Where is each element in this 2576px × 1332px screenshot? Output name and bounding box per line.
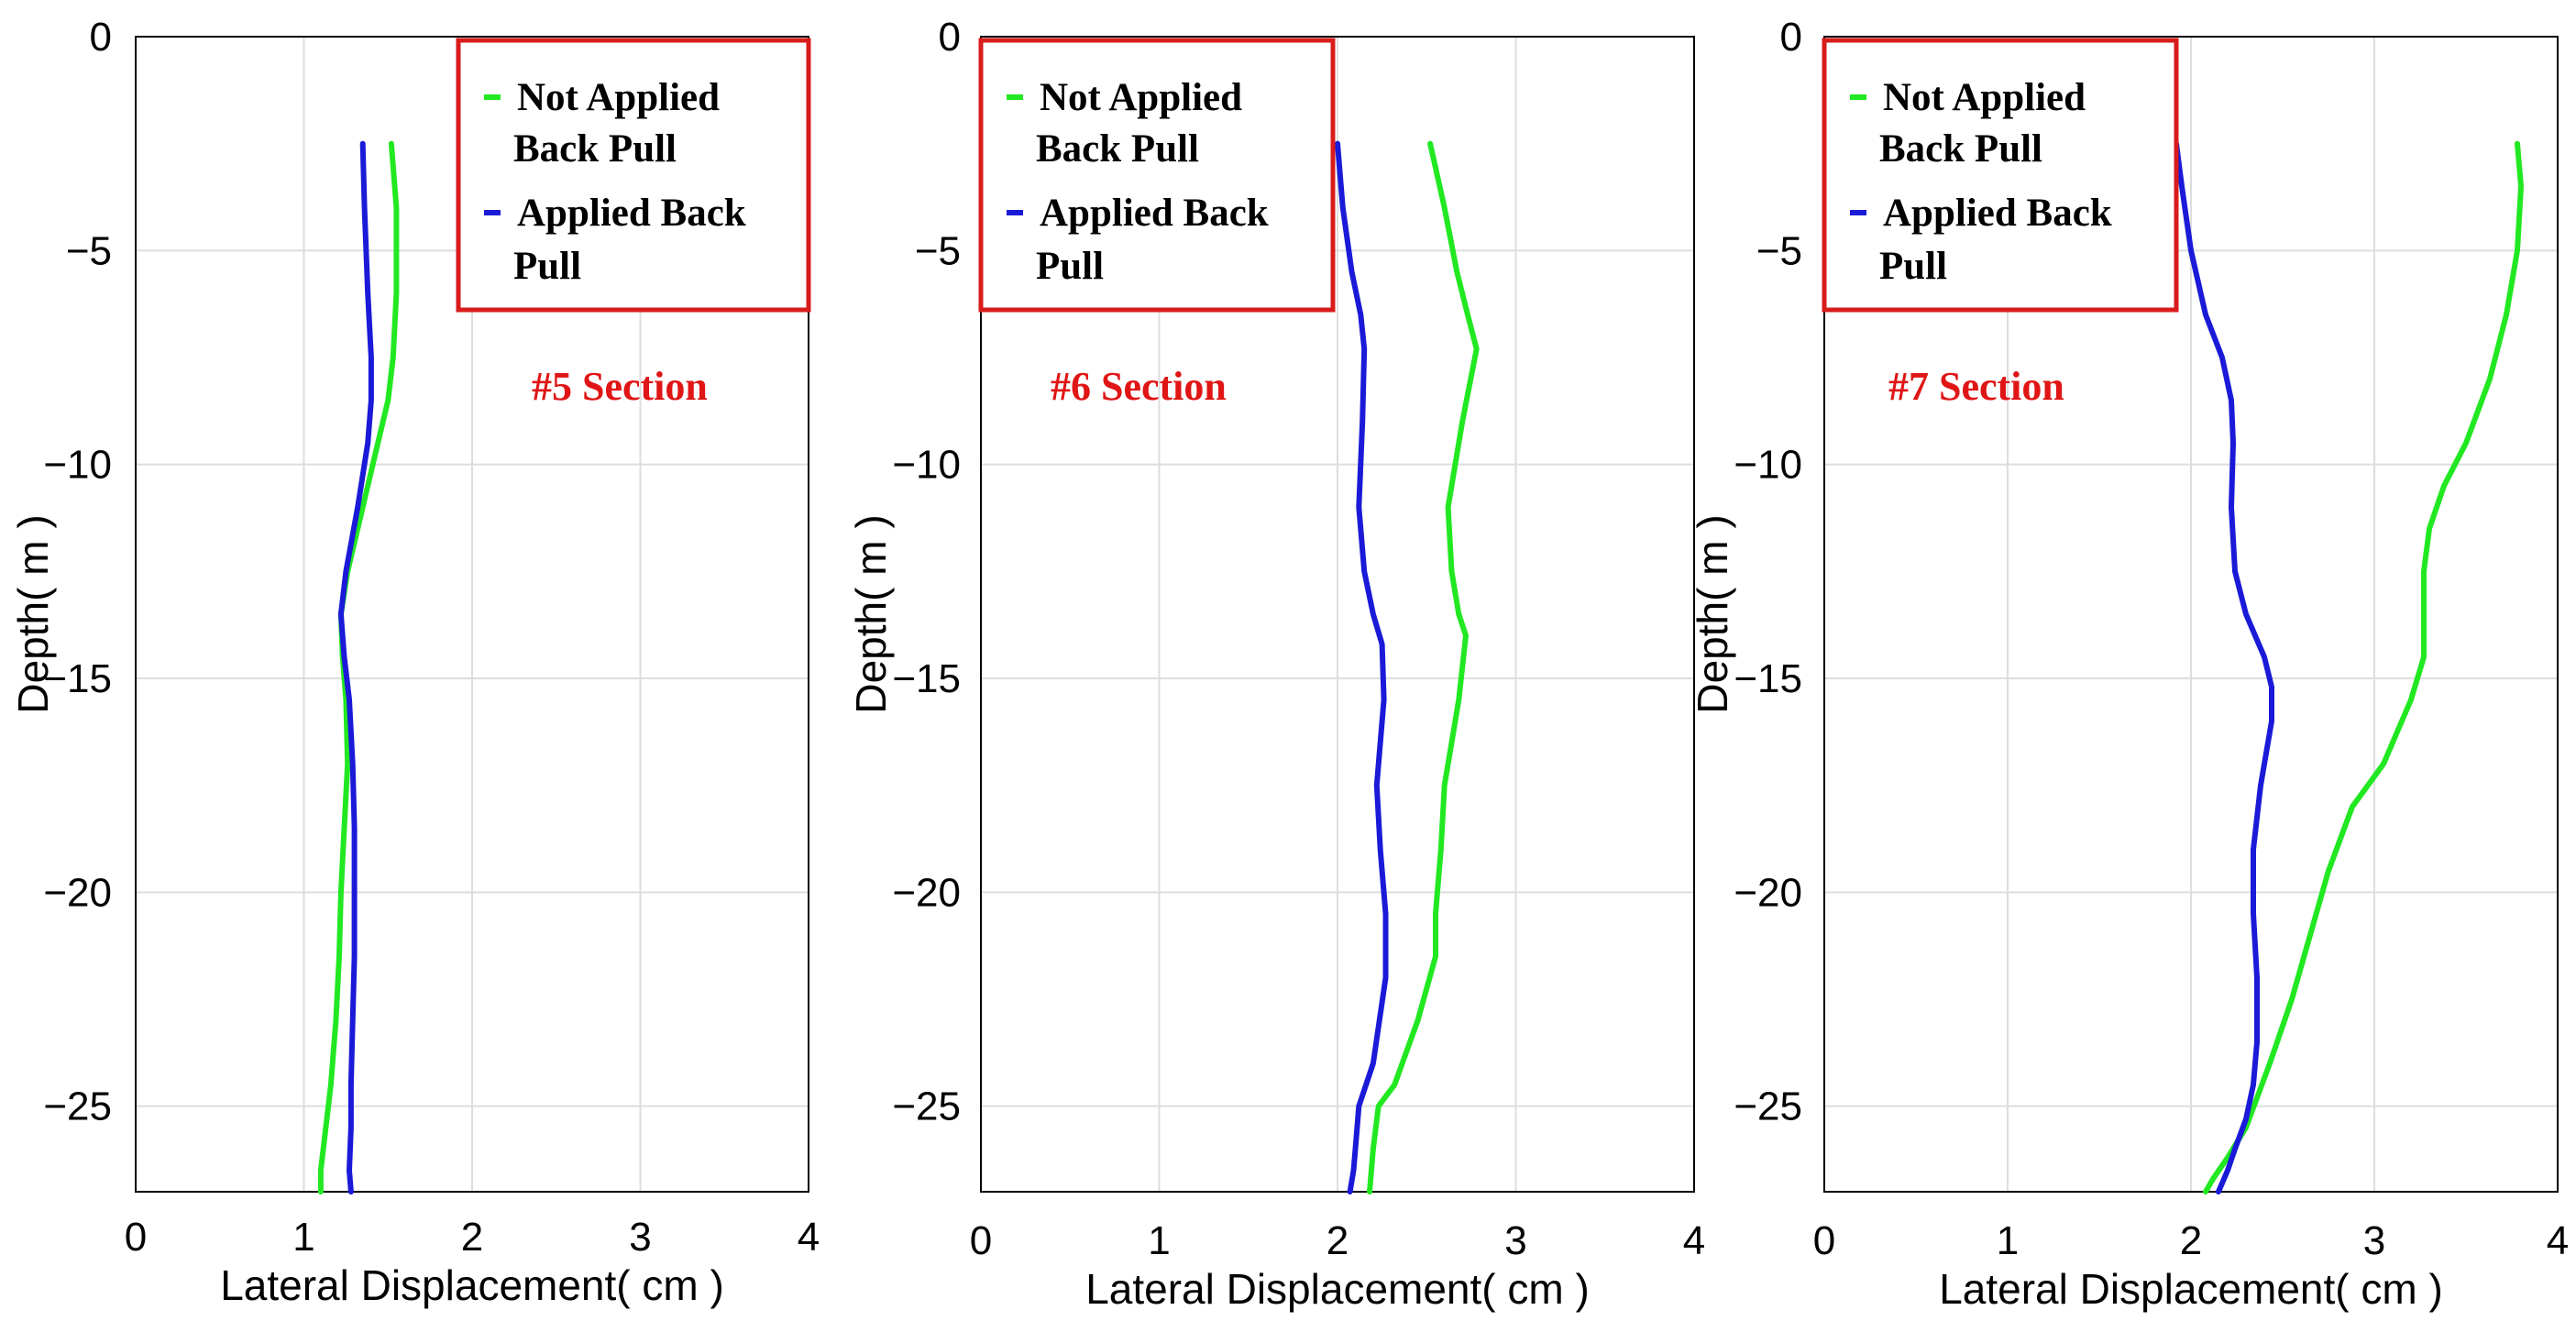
plot-frame bbox=[980, 36, 1695, 1193]
y-tick-labels: 0 −5 −10 −15 −20 −25 bbox=[43, 15, 112, 1129]
y-tick-label: −20 bbox=[1734, 870, 1802, 915]
x-axis-title: Lateral Displacement( cm ) bbox=[220, 1261, 724, 1309]
chart-panel-section-6: 0 1 2 3 4 0 −5 −10 −15 −20 −25 Lateral Displaceme… bbox=[847, 15, 1705, 1313]
x-tick-label: 4 bbox=[1683, 1218, 1705, 1263]
y-tick-label: −20 bbox=[892, 870, 961, 915]
legend-box bbox=[978, 38, 1336, 313]
y-tick-labels: 0 −5 −10 −15 −20 −25 bbox=[1734, 15, 1802, 1129]
y-tick-label: −10 bbox=[892, 443, 961, 488]
x-tick-label: 2 bbox=[2180, 1218, 2202, 1263]
series-group bbox=[317, 140, 400, 1194]
x-tick-label: 4 bbox=[2547, 1218, 2569, 1263]
x-tick-label: 1 bbox=[1997, 1218, 2019, 1263]
y-axis-title: Depth( m ) bbox=[9, 514, 57, 713]
y-tick-label: 0 bbox=[939, 15, 961, 60]
legend-label-applied-line1: Applied Back bbox=[1883, 192, 2112, 235]
x-tick-labels: 0 1 2 3 4 bbox=[970, 1218, 1705, 1263]
legend-label-not-applied-line1: Not Applied bbox=[1883, 76, 2086, 119]
section-label: #7 Section bbox=[1888, 364, 2064, 409]
y-axis-title: Depth( m ) bbox=[847, 514, 895, 713]
y-tick-label: −25 bbox=[1734, 1084, 1802, 1129]
y-axis-title: Depth( m ) bbox=[1689, 514, 1736, 713]
y-tick-label: 0 bbox=[1780, 15, 1802, 60]
x-tick-labels: 0 1 2 3 4 bbox=[1813, 1218, 2569, 1263]
y-tick-label: −25 bbox=[43, 1084, 112, 1129]
legend-label-not-applied-line2: Back Pull bbox=[513, 127, 677, 171]
legend: Not Applied Back Pull Applied Back Pull bbox=[978, 38, 1336, 313]
x-tick-label: 3 bbox=[2363, 1218, 2385, 1263]
y-tick-label: −20 bbox=[43, 870, 112, 915]
x-tick-label: 0 bbox=[125, 1215, 147, 1260]
legend-label-not-applied-line1: Not Applied bbox=[1040, 76, 1242, 119]
y-tick-label: −5 bbox=[1756, 228, 1802, 273]
series-group bbox=[2174, 140, 2524, 1194]
legend-label-not-applied-line2: Back Pull bbox=[1879, 127, 2042, 171]
legend-label-applied-line2: Pull bbox=[1036, 245, 1104, 288]
series-line-applied bbox=[1335, 140, 1389, 1194]
chart-panel-section-7: 0 1 2 3 4 0 −5 −10 −15 −20 −25 Lateral Displaceme… bbox=[1689, 15, 2569, 1313]
y-tick-label: −25 bbox=[892, 1084, 961, 1129]
y-tick-labels: 0 −5 −10 −15 −20 −25 bbox=[892, 15, 961, 1129]
legend: Not Applied Back Pull Applied Back Pull bbox=[456, 38, 811, 313]
x-tick-label: 2 bbox=[1327, 1218, 1349, 1263]
legend-label-not-applied-line1: Not Applied bbox=[517, 76, 720, 119]
legend-label-applied-line2: Pull bbox=[1879, 245, 1947, 288]
legend-label-applied-line1: Applied Back bbox=[1040, 192, 1269, 235]
legend-label-not-applied-line2: Back Pull bbox=[1036, 127, 1199, 171]
legend: Not Applied Back Pull Applied Back Pull bbox=[1822, 38, 2179, 313]
section-label: #6 Section bbox=[1051, 364, 1227, 409]
legend-label-applied-line2: Pull bbox=[513, 245, 581, 288]
plot-frame bbox=[1823, 36, 2559, 1193]
x-tick-label: 0 bbox=[1813, 1218, 1835, 1263]
y-tick-label: −5 bbox=[915, 228, 961, 273]
y-tick-label: 0 bbox=[90, 15, 112, 60]
y-tick-label: −15 bbox=[1734, 656, 1802, 701]
series-group bbox=[1335, 140, 1480, 1194]
x-tick-label: 0 bbox=[970, 1218, 992, 1263]
series-line-not-applied bbox=[2203, 140, 2524, 1194]
y-tick-label: −15 bbox=[43, 656, 112, 701]
y-tick-label: −10 bbox=[1734, 443, 1802, 488]
plot-frame bbox=[135, 36, 809, 1193]
x-tick-label: 2 bbox=[461, 1215, 483, 1260]
x-tick-labels: 0 1 2 3 4 bbox=[125, 1215, 820, 1260]
x-tick-label: 3 bbox=[1504, 1218, 1526, 1263]
x-tick-label: 1 bbox=[1148, 1218, 1170, 1263]
legend-box bbox=[456, 38, 811, 313]
y-tick-label: −15 bbox=[892, 656, 961, 701]
y-tick-label: −10 bbox=[43, 443, 112, 488]
legend-box bbox=[1822, 38, 2179, 313]
x-axis-title: Lateral Displacement( cm ) bbox=[1939, 1265, 2443, 1313]
legend-label-applied-line1: Applied Back bbox=[517, 192, 746, 235]
section-label: #5 Section bbox=[532, 364, 708, 409]
x-tick-label: 1 bbox=[292, 1215, 314, 1260]
x-axis-title: Lateral Displacement( cm ) bbox=[1085, 1265, 1590, 1313]
y-tick-label: −5 bbox=[66, 228, 112, 273]
chart-panel-section-5: 0 1 2 3 4 0 −5 −10 −15 −20 −25 Lateral Displaceme… bbox=[9, 15, 820, 1309]
series-line-applied bbox=[337, 140, 374, 1194]
x-tick-label: 3 bbox=[629, 1215, 651, 1260]
series-line-not-applied bbox=[1367, 140, 1480, 1194]
x-tick-label: 4 bbox=[798, 1215, 820, 1260]
series-line-applied bbox=[2174, 140, 2274, 1194]
